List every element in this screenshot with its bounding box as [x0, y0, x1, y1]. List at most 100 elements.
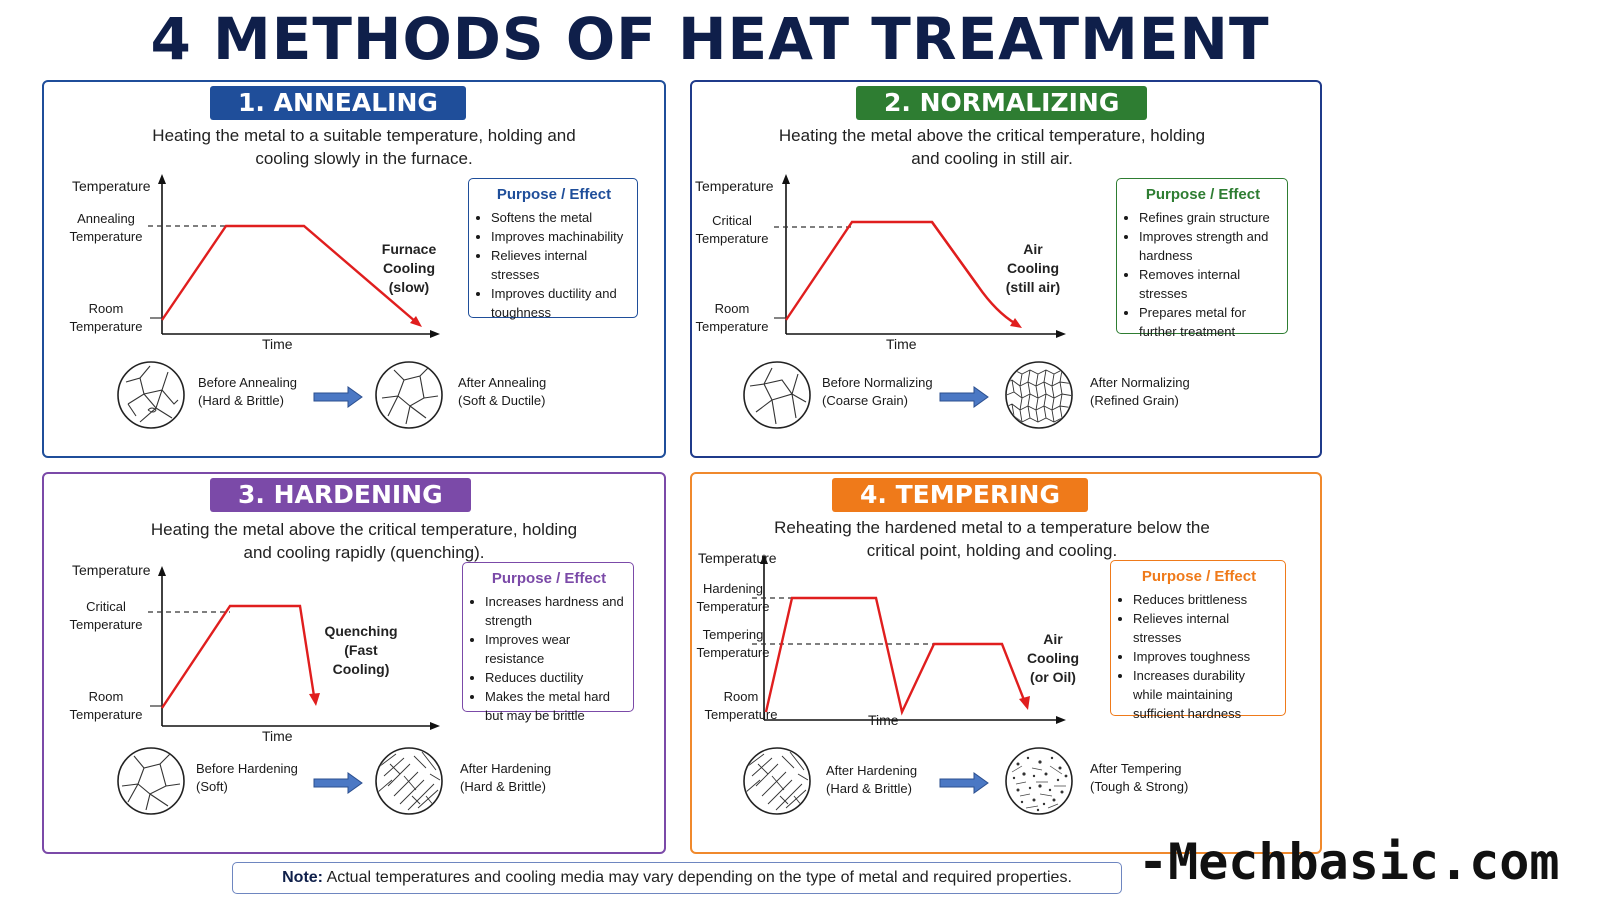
tempering-heading: 4. TEMPERING — [832, 478, 1088, 512]
annealing-x-label: Time — [262, 336, 293, 352]
annealing-y-label: Temperature — [72, 178, 151, 194]
annealing-x-arrow — [430, 330, 440, 338]
normalizing-cooling-1: Air — [1023, 241, 1043, 257]
normalizing-after-caption-2: (Refined Grain) — [1090, 393, 1179, 408]
hardening-cooling-1: Quenching — [324, 623, 398, 639]
normalizing-curve-arrow — [1010, 318, 1022, 328]
normalizing-panel: 2. NORMALIZING Heating the metal above t… — [690, 80, 1322, 458]
annealing-upper-label-2: Temperature — [69, 229, 143, 244]
arrow-right-icon — [939, 386, 989, 408]
note-label: Note: — [282, 869, 323, 886]
tempering-after-caption-2: (Tough & Strong) — [1090, 779, 1189, 794]
tempering-before-caption-2: (Hard & Brittle) — [826, 781, 912, 796]
annealing-purpose-item: Improves machinability — [491, 227, 629, 246]
normalizing-room-label-1: Room — [714, 301, 750, 316]
annealing-cooling-2: Cooling — [382, 260, 436, 276]
tempering-after-caption-1: After Tempering — [1090, 761, 1182, 776]
hardening-x-label: Time — [262, 728, 293, 744]
hardening-after-caption-1: After Hardening — [460, 761, 552, 776]
annealing-curve-arrow — [410, 316, 422, 327]
tempering-purpose-item: Increases durability while maintaining s… — [1133, 666, 1277, 723]
normalizing-purpose-item: Refines grain structure — [1139, 208, 1279, 227]
hardening-desc-line-2: and cooling rapidly (quenching). — [243, 543, 485, 562]
annealing-panel: 1. ANNEALING Heating the metal to a suit… — [42, 80, 666, 458]
note-text: Actual temperatures and cooling media ma… — [326, 869, 1072, 886]
tempered-grain-icon — [1005, 747, 1073, 815]
normalizing-upper-label-2: Temperature — [695, 231, 769, 246]
tempering-room-label-1: Room — [723, 689, 759, 704]
hardening-before-caption-1: Before Hardening — [196, 761, 298, 776]
tempering-curve-arrow — [1019, 696, 1030, 710]
arrow-right-icon — [939, 772, 989, 794]
normalizing-purpose-item: Removes internal stresses — [1139, 265, 1279, 303]
annealing-before-caption-2: (Hard & Brittle) — [198, 393, 284, 408]
normalizing-desc-line-1: Heating the metal above the critical tem… — [778, 126, 1206, 145]
normalizing-x-label: Time — [886, 336, 917, 352]
tempering-chart — [752, 554, 1066, 724]
tempering-y-arrow — [760, 554, 768, 564]
tempering-x-arrow — [1056, 716, 1066, 724]
tempering-middle-label-2: Temperature — [696, 645, 770, 660]
normalizing-y-arrow — [782, 174, 790, 184]
soft-grain-icon — [117, 747, 185, 815]
annealing-desc-line-1: Heating the metal to a suitable temperat… — [152, 126, 576, 145]
hardening-purpose-item: Improves wear resistance — [485, 630, 625, 668]
hardening-cooling-3: Cooling) — [332, 661, 390, 677]
hardening-heading: 3. HARDENING — [210, 478, 471, 512]
hardening-upper-label-1: Critical — [86, 599, 126, 614]
tempering-middle-label-1: Tempering — [702, 627, 764, 642]
brand-watermark: -Mechbasic.com — [1138, 833, 1560, 891]
tempering-purpose-item: Reduces brittleness — [1133, 590, 1277, 609]
hardening-room-label-2: Temperature — [69, 707, 143, 722]
normalizing-purpose-title: Purpose / Effect — [1145, 186, 1261, 203]
hardening-purpose-item: Increases hardness and strength — [485, 592, 625, 630]
normalizing-after-caption-1: After Normalizing — [1090, 375, 1190, 390]
annealing-after-caption-2: (Soft & Ductile) — [458, 393, 546, 408]
martensite-grain-icon — [375, 747, 443, 815]
tempering-x-label: Time — [868, 712, 899, 728]
normalizing-purpose-box: Purpose / Effect Refines grain structure… — [1116, 178, 1288, 339]
annealing-room-label-1: Room — [88, 301, 124, 316]
hardening-room-label-1: Room — [88, 689, 124, 704]
annealing-purpose-title: Purpose / Effect — [496, 186, 612, 203]
normalizing-cooling-2: Cooling — [1006, 260, 1060, 276]
hardening-purpose-box: Purpose / Effect Increases hardness and … — [462, 562, 634, 723]
refined-grain-icon — [1005, 361, 1073, 429]
annealing-after-caption-1: After Annealing — [458, 375, 547, 390]
normalizing-purpose-item: Improves strength and hardness — [1139, 227, 1279, 265]
page-title: 4 METHODS OF HEAT TREATMENT — [150, 5, 1270, 73]
normalizing-curve — [785, 220, 979, 321]
coarse-grain-icon — [743, 361, 811, 429]
annealing-before-caption-1: Before Annealing — [198, 375, 298, 390]
hardening-upper-label-2: Temperature — [69, 617, 143, 632]
note-box: Note: Actual temperatures and cooling me… — [232, 862, 1122, 894]
hardening-panel: 3. HARDENING Heating the metal above the… — [42, 472, 666, 854]
normalizing-y-label: Temperature — [695, 178, 774, 194]
annealing-desc-line-2: cooling slowly in the furnace. — [255, 149, 473, 168]
tempering-cooling-1: Air — [1043, 631, 1063, 647]
tempering-curve — [764, 596, 1026, 716]
tempering-desc-line-1: Reheating the hardened metal to a temper… — [774, 518, 1210, 537]
tempering-upper-label-1: Hardening — [703, 581, 763, 596]
hardening-purpose-title: Purpose / Effect — [491, 570, 607, 587]
hardening-curve — [161, 604, 316, 709]
soft-grain-icon — [375, 361, 443, 429]
annealing-cooling-3: (slow) — [388, 279, 430, 295]
arrow-right-icon — [313, 772, 363, 794]
tempering-upper-label-2: Temperature — [696, 599, 770, 614]
arrow-right-icon — [313, 386, 363, 408]
hardening-y-label: Temperature — [72, 562, 151, 578]
tempering-y-label: Temperature — [698, 550, 777, 566]
normalizing-x-arrow — [1056, 330, 1066, 338]
tempering-purpose-box: Purpose / Effect Reduces brittleness Rel… — [1110, 560, 1286, 721]
tempering-desc-line-2: critical point, holding and cooling. — [866, 541, 1118, 560]
tempering-cooling-2: Cooling — [1026, 650, 1080, 666]
hardening-y-arrow — [158, 566, 166, 576]
normalizing-chart — [774, 174, 1066, 338]
tempering-purpose-title: Purpose / Effect — [1141, 568, 1257, 585]
annealing-upper-label-1: Annealing — [77, 211, 135, 226]
annealing-room-label-2: Temperature — [69, 319, 143, 334]
annealing-cooling-1: Furnace — [381, 241, 437, 257]
hardening-purpose-item: Makes the metal hard but may be brittle — [485, 687, 625, 725]
tempering-purpose-item: Relieves internal stresses — [1133, 609, 1277, 647]
